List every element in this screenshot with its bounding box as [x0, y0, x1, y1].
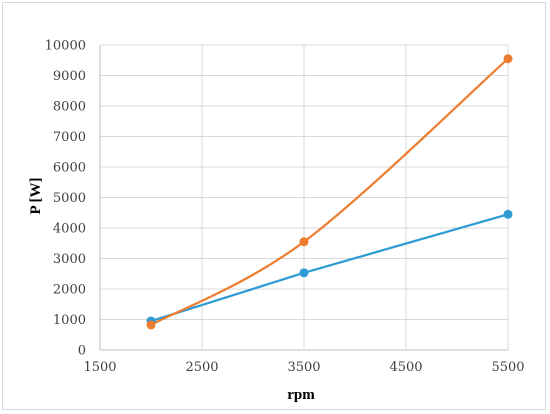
- x-tick-labels: 1500 2500 3500 4500 5500: [83, 360, 524, 375]
- x-tick-label: 1500: [83, 360, 116, 375]
- chart-frame: [2, 2, 546, 410]
- y-tick-label: 5000: [53, 191, 86, 206]
- y-tick-label: 1000: [53, 313, 86, 328]
- y-tick-labels: 0 1000 2000 3000 4000 5000 6000 7000 8000 9000 100…: [45, 39, 86, 359]
- x-tick-label: 5500: [491, 360, 524, 375]
- series-1-line: [150, 213, 509, 323]
- y-tick-label: 8000: [53, 100, 86, 115]
- y-tick-label: 2000: [53, 283, 86, 298]
- y-tick-label: 3000: [53, 252, 86, 267]
- y-tick-label: 10000: [45, 39, 86, 54]
- series-1-point: [503, 209, 513, 219]
- y-tick-label: 6000: [53, 161, 86, 176]
- y-tick-label: 0: [78, 344, 86, 359]
- x-tick-label: 4500: [389, 360, 422, 375]
- series-2-line: [150, 57, 509, 326]
- series-1-point: [299, 268, 309, 278]
- y-tick-label: 9000: [53, 69, 86, 84]
- x-tick-label: 3500: [287, 360, 320, 375]
- x-axis-title: rpm: [287, 387, 315, 403]
- x-tick-label: 2500: [185, 360, 218, 375]
- y-axis-title: P [W]: [28, 177, 44, 214]
- series-points: [146, 54, 513, 330]
- axes: [99, 45, 508, 351]
- series-2-point: [299, 237, 309, 247]
- grid-lines: [100, 44, 509, 350]
- series-2-point: [503, 54, 513, 64]
- y-tick-label: 4000: [53, 222, 86, 237]
- y-tick-label: 7000: [53, 130, 86, 145]
- series-2-point: [146, 320, 156, 330]
- series-lines: [150, 57, 509, 326]
